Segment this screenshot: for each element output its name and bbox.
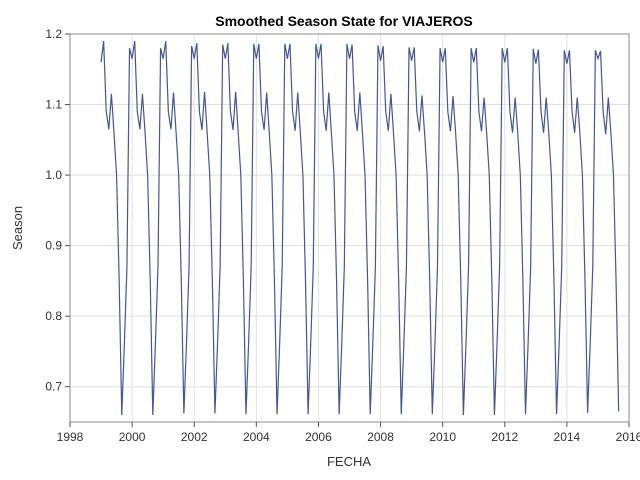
season-series-line	[100, 40, 620, 415]
x-tick-label: 2010	[429, 430, 456, 444]
x-tick-label: 2012	[491, 430, 518, 444]
plot-area-frame	[69, 33, 630, 423]
x-tick-label: 1998	[57, 430, 84, 444]
chart-title: Smoothed Season State for VIAJEROS	[215, 13, 473, 29]
y-tick-label: 1.2	[45, 27, 62, 41]
x-tick-label: 2004	[243, 430, 270, 444]
x-axis-label: FECHA	[327, 454, 371, 469]
x-tick-label: 2016	[616, 430, 640, 444]
x-tick-label: 2000	[119, 430, 146, 444]
x-tick-label: 2006	[305, 430, 332, 444]
x-tick-label: 2008	[367, 430, 394, 444]
y-axis: 0.7 0.8 0.9 1.0 1.1 1.2	[45, 27, 70, 394]
gridlines	[69, 33, 630, 422]
y-tick-label: 1.1	[45, 98, 62, 112]
x-axis: 1998 2000 2002 2004 2006 2008 2010 2012 2014 2016	[57, 422, 640, 444]
series-layer	[100, 40, 620, 415]
y-tick-label: 1.0	[45, 168, 62, 182]
x-tick-label: 2002	[181, 430, 208, 444]
y-axis-label: Season	[10, 206, 25, 250]
y-tick-label: 0.8	[45, 309, 62, 323]
y-tick-label: 0.9	[45, 239, 62, 253]
y-tick-label: 0.7	[45, 380, 62, 394]
x-tick-label: 2014	[554, 430, 581, 444]
